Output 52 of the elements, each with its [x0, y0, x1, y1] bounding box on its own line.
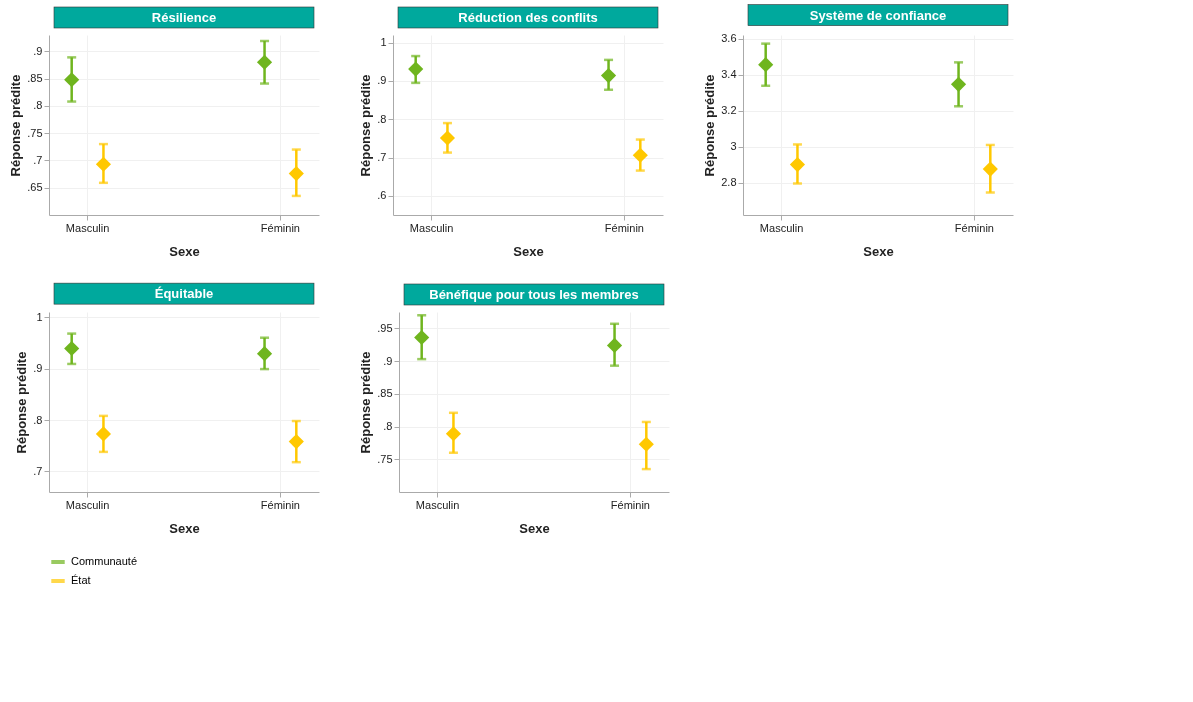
- legend-label: État: [71, 574, 91, 586]
- y-tick-label: .7: [33, 153, 43, 166]
- y-tick-label: 1: [380, 36, 387, 49]
- y-axis-title: Réponse prédite: [358, 74, 374, 177]
- y-tick-label: 3.2: [721, 104, 737, 117]
- y-tick-label: .65: [27, 181, 43, 194]
- x-tick-label: Masculin: [65, 498, 110, 511]
- x-axis-title: Sexe: [519, 520, 550, 536]
- y-tick-label: 1: [36, 310, 43, 323]
- y-tick-label: .75: [27, 126, 43, 139]
- y-tick-label: 3: [730, 140, 737, 153]
- y-tick-label: 3.6: [721, 32, 737, 45]
- x-tick-label: Masculin: [65, 221, 110, 234]
- y-tick-label: .8: [377, 112, 387, 125]
- y-tick-label: .7: [377, 151, 387, 164]
- x-axis-title: Sexe: [169, 243, 200, 259]
- x-tick-label: Féminin: [604, 221, 644, 234]
- x-tick-label: Masculin: [409, 221, 454, 234]
- y-tick-label: 2.8: [721, 176, 737, 189]
- y-axis-title: Réponse prédite: [358, 351, 374, 454]
- y-tick-label: .9: [383, 354, 393, 367]
- y-tick-label: .9: [33, 44, 43, 57]
- x-tick-label: Féminin: [610, 498, 650, 511]
- chart-title: Bénéfique pour tous les membres: [429, 287, 639, 302]
- legend-label: Communauté: [71, 555, 138, 567]
- x-tick-label: Masculin: [759, 221, 804, 234]
- x-axis-title: Sexe: [169, 520, 200, 536]
- x-axis-title: Sexe: [513, 243, 544, 259]
- y-tick-label: .9: [377, 74, 387, 87]
- y-tick-label: .85: [377, 387, 393, 400]
- chart-title: Équitable: [154, 286, 214, 302]
- x-tick-label: Féminin: [260, 221, 300, 234]
- y-tick-label: .8: [33, 99, 43, 112]
- x-axis-title: Sexe: [863, 243, 894, 259]
- x-tick-label: Masculin: [415, 498, 460, 511]
- y-axis-title: Réponse prédite: [8, 74, 24, 177]
- x-tick-label: Féminin: [954, 221, 994, 234]
- y-tick-label: .95: [377, 321, 393, 334]
- y-tick-label: .7: [33, 464, 43, 477]
- y-tick-label: .8: [33, 413, 43, 426]
- y-tick-label: .9: [33, 362, 43, 375]
- y-tick-label: .6: [377, 189, 387, 202]
- chart-title: Réduction des conflits: [458, 10, 598, 25]
- chart-title: Résilience: [151, 10, 217, 25]
- y-axis-title: Réponse prédite: [14, 351, 30, 454]
- chart-title: Système de confiance: [809, 7, 947, 23]
- y-tick-label: 3.4: [721, 68, 737, 81]
- x-tick-label: Féminin: [260, 498, 300, 511]
- y-tick-label: .85: [27, 72, 43, 85]
- y-axis-title: Réponse prédite: [702, 74, 718, 177]
- y-tick-label: .75: [377, 452, 393, 465]
- y-tick-label: .8: [383, 420, 393, 433]
